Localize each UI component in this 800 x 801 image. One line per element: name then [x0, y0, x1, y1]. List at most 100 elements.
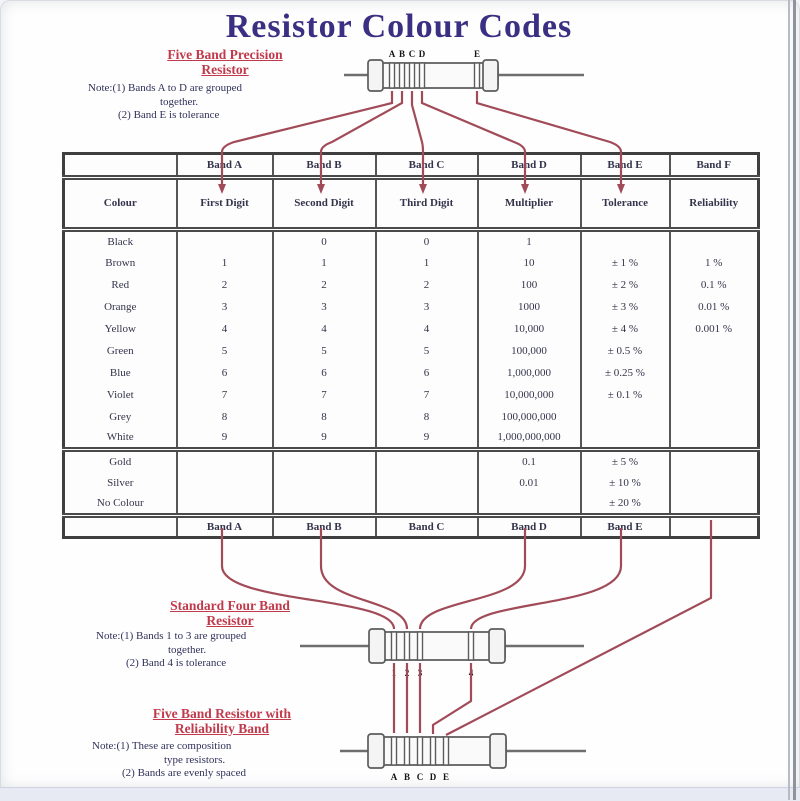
- note-line: Note:(1) Bands 1 to 3 are grouped: [96, 630, 247, 642]
- column-header: Third Digit: [374, 175, 478, 230]
- note-line: Note:(1) These are composition: [92, 740, 232, 752]
- code-value: 10,000: [476, 317, 581, 340]
- code-value: [668, 339, 759, 362]
- code-value: [579, 427, 670, 450]
- note-line: together.: [160, 95, 199, 108]
- empty-cell: [63, 513, 177, 538]
- heading-five-band-reliability: Five Band Resistor with Reliability Band: [108, 706, 336, 736]
- code-value: [668, 493, 759, 516]
- code-value: 5: [175, 339, 273, 362]
- empty-cell: [668, 513, 759, 538]
- colour-name: Black: [63, 227, 177, 252]
- code-value: 100,000,000: [476, 405, 581, 428]
- code-value: 1: [175, 251, 273, 274]
- colour-name: Orange: [104, 300, 137, 313]
- code-value: ± 3 %: [579, 295, 670, 318]
- code-value: [175, 471, 273, 494]
- table-row: Yellow 4 4 4 10,000 ± 4 % 0.001 %: [64, 317, 759, 340]
- heading-line: Standard Four Band: [170, 598, 290, 613]
- empty-cell: [64, 154, 177, 178]
- code-value: 0.1 %: [668, 273, 759, 296]
- heading-standard-four-band: Standard Four Band Resistor: [123, 598, 337, 628]
- code-value: 6: [271, 361, 376, 384]
- code-value: ± 1 %: [579, 251, 670, 274]
- page-title: Resistor Colour Codes: [225, 8, 573, 45]
- table-row: Blue 6 6 6 1,000,000 ± 0.25 %: [64, 361, 759, 384]
- column-header: Tolerance: [579, 175, 670, 230]
- note-line: Note:(1) Bands A to D are grouped: [88, 82, 242, 94]
- colour-name: Blue: [109, 366, 131, 379]
- code-value: [668, 383, 759, 406]
- code-value: 1: [374, 251, 478, 274]
- colour-name: Silver: [107, 476, 134, 489]
- code-value: 9: [271, 427, 376, 450]
- colour-name: Green: [106, 344, 134, 357]
- table-row: Orange 3 3 3 1000 ± 3 % 0.01 %: [64, 295, 759, 318]
- code-value: 0.1: [476, 447, 581, 472]
- code-value: 1: [271, 251, 376, 274]
- band-column-footer: Band E: [579, 513, 670, 538]
- code-value: [579, 405, 670, 428]
- band-column-header: Band B: [271, 153, 376, 178]
- note-line: type resistors.: [164, 753, 226, 766]
- code-value: [668, 471, 759, 494]
- column-header: Reliability: [668, 175, 759, 230]
- code-value: [175, 227, 273, 252]
- table-row: Black 0 0 1: [63, 227, 759, 252]
- heading-line: Resistor: [201, 62, 249, 77]
- heading-line: Reliability Band: [174, 721, 270, 736]
- code-value: 1,000,000,000: [476, 427, 581, 450]
- table-row: No Colour ± 20 %: [64, 493, 759, 516]
- colour-name: Gold: [63, 447, 177, 472]
- note-line: (2) Band E is tolerance: [118, 109, 220, 121]
- code-value: 1,000,000: [476, 361, 581, 384]
- heading-five-band-precision: Five Band Precision Resistor: [118, 47, 332, 77]
- column-header: Multiplier: [476, 175, 581, 230]
- image-right-edge: [788, 0, 790, 800]
- band-column-header: Band F: [668, 153, 759, 178]
- band-column-footer: Band B: [271, 513, 376, 538]
- code-value: ± 20 %: [579, 493, 670, 516]
- code-value: 3: [374, 295, 478, 318]
- code-value: 2: [271, 273, 376, 296]
- code-value: 1000: [476, 295, 581, 318]
- heading-line: Five Band Precision: [167, 47, 283, 62]
- code-value: [374, 493, 478, 516]
- note-standard-four-band: Note:(1) Bands 1 to 3 are grouped togeth…: [96, 630, 366, 671]
- colour-name: White: [106, 431, 134, 444]
- code-value: [175, 493, 273, 516]
- table-row: White 9 9 9 1,000,000,000: [64, 427, 759, 450]
- code-value: 100,000: [476, 339, 581, 362]
- code-value: [374, 447, 478, 472]
- code-value: 7: [175, 383, 273, 406]
- code-value: 1: [476, 227, 581, 252]
- band-column-footer: Band A: [175, 513, 273, 538]
- note-line: (2) Bands are evenly spaced: [122, 767, 247, 779]
- code-value: [668, 227, 759, 252]
- table-row: Colour First Digit Second Digit Third Digit…: [63, 175, 759, 230]
- colour-name: No Colour: [96, 497, 144, 510]
- code-value: 7: [271, 383, 376, 406]
- code-value: [668, 361, 759, 384]
- code-value: 9: [374, 427, 478, 450]
- code-value: [271, 447, 376, 472]
- code-value: ± 4 %: [579, 317, 670, 340]
- code-value: 2: [175, 273, 273, 296]
- code-value: 9: [175, 427, 273, 450]
- code-value: ± 0.25 %: [579, 361, 670, 384]
- table-row: Grey 8 8 8 100,000,000: [64, 405, 759, 428]
- code-value: [476, 493, 581, 516]
- code-value: 3: [175, 295, 273, 318]
- note-five-band-reliability: Note:(1) These are composition type resi…: [92, 740, 372, 781]
- code-value: ± 5 %: [579, 447, 670, 472]
- code-value: [175, 447, 273, 472]
- table-row: Violet 7 7 7 10,000,000 ± 0.1 %: [64, 383, 759, 406]
- resistor-colour-code-table: Band A Band B Band C Band D Band E Band F Colo…: [62, 152, 760, 539]
- colour-name: Brown: [105, 256, 136, 269]
- colour-name: Violet: [106, 388, 134, 401]
- colour-name: Yellow: [104, 322, 136, 335]
- colour-header: Colour: [63, 175, 177, 230]
- code-value: 6: [374, 361, 478, 384]
- code-value: 10: [476, 251, 581, 274]
- code-value: 2: [374, 273, 478, 296]
